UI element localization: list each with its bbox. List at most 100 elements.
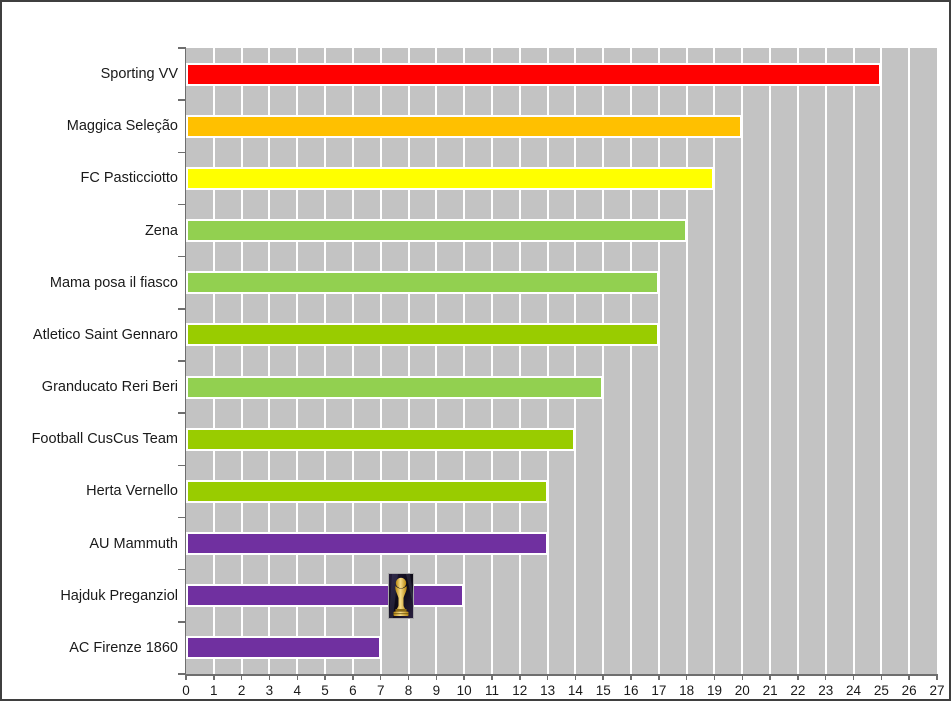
x-tick <box>435 674 438 680</box>
x-tick <box>185 674 187 680</box>
category-label: FC Pasticciotto <box>80 170 179 187</box>
y-tick <box>178 360 186 362</box>
x-tick-label: 27 <box>929 683 945 698</box>
x-tick <box>463 674 465 680</box>
x-tick-label: 11 <box>484 683 499 698</box>
trophy-icon <box>389 573 413 618</box>
bar <box>186 166 715 190</box>
x-tick <box>769 674 771 680</box>
gridline <box>824 48 827 674</box>
bar <box>186 323 659 347</box>
bar <box>186 114 743 138</box>
gridline <box>379 48 382 674</box>
gridline <box>212 48 215 674</box>
bar <box>186 636 381 660</box>
x-tick-label: 4 <box>293 683 301 698</box>
gridline <box>796 48 799 674</box>
x-tick-label: 18 <box>679 683 695 698</box>
y-tick <box>178 47 186 49</box>
x-tick-label: 9 <box>432 683 441 698</box>
x-tick-label: 12 <box>512 683 528 698</box>
x-tick-label: 16 <box>623 683 639 698</box>
x-tick <box>741 674 744 680</box>
x-tick-label: 8 <box>404 683 413 698</box>
x-tick-label: 15 <box>595 683 611 698</box>
bar <box>186 584 465 608</box>
x-tick <box>268 674 271 680</box>
x-tick <box>797 674 799 680</box>
x-tick-label: 21 <box>762 683 778 698</box>
x-tick <box>240 674 243 680</box>
gridline <box>296 48 299 674</box>
bar <box>186 427 576 451</box>
x-tick-label: 17 <box>651 683 667 698</box>
category-label: Mama posa il fiasco <box>49 274 178 291</box>
x-tick <box>824 674 827 680</box>
x-tick-label: 6 <box>349 683 357 698</box>
y-tick <box>178 255 186 258</box>
bar <box>186 375 604 399</box>
category-label: Hajduk Preganziol <box>60 587 178 604</box>
x-tick-label: 13 <box>540 683 556 698</box>
gridline <box>546 48 549 674</box>
category-label: Maggica Seleção <box>66 118 178 135</box>
x-tick-label: 2 <box>237 683 246 698</box>
x-tick <box>296 674 298 680</box>
gridline <box>852 48 855 674</box>
x-tick <box>852 674 855 680</box>
y-tick <box>178 464 186 467</box>
category-label: Zena <box>144 222 178 239</box>
category-label: Herta Vernello <box>86 483 178 500</box>
gridline <box>769 48 772 674</box>
x-tick <box>908 674 910 680</box>
x-tick <box>880 674 883 680</box>
gridline <box>351 48 354 674</box>
x-tick <box>685 674 688 680</box>
x-tick <box>936 674 938 680</box>
gridline <box>407 48 410 674</box>
x-tick-label: 22 <box>790 683 806 698</box>
gridline <box>713 48 716 674</box>
x-axis-line <box>184 674 937 676</box>
gridline <box>268 48 271 674</box>
plot-area <box>186 48 937 674</box>
x-tick <box>491 674 493 680</box>
x-tick-label: 0 <box>182 683 190 698</box>
bar <box>186 62 882 86</box>
gridline <box>685 48 688 674</box>
y-tick <box>178 673 186 675</box>
x-tick-label: 24 <box>846 683 862 698</box>
category-label: Atletico Saint Gennaro <box>32 326 178 343</box>
x-tick <box>658 674 660 680</box>
x-tick <box>352 674 354 680</box>
y-tick <box>178 203 186 206</box>
gridline <box>463 48 466 674</box>
x-tick-label: 23 <box>818 683 834 698</box>
bar <box>186 271 659 295</box>
x-tick-label: 1 <box>210 683 218 698</box>
category-label: Sporting VV <box>100 66 178 83</box>
category-label: Granducato Reri Beri <box>41 379 178 396</box>
category-label: AU Mammuth <box>89 535 178 552</box>
x-tick-label: 25 <box>873 683 889 698</box>
x-tick-label: 3 <box>265 683 274 698</box>
y-tick <box>178 308 186 310</box>
y-tick <box>178 621 186 623</box>
gridline <box>630 48 633 674</box>
gridline <box>435 48 438 674</box>
gridline <box>657 48 660 674</box>
gridline <box>908 48 911 674</box>
x-tick-label: 20 <box>734 683 750 698</box>
x-tick <box>213 674 215 680</box>
bar <box>186 219 687 243</box>
gridline <box>490 48 493 674</box>
y-tick <box>178 99 186 101</box>
x-tick-label: 10 <box>456 683 472 698</box>
x-tick-label: 26 <box>901 683 917 698</box>
x-tick <box>519 674 521 680</box>
x-tick <box>546 674 549 680</box>
x-tick <box>574 674 577 680</box>
category-label: Football CusCus Team <box>31 431 178 448</box>
x-tick <box>407 674 410 680</box>
